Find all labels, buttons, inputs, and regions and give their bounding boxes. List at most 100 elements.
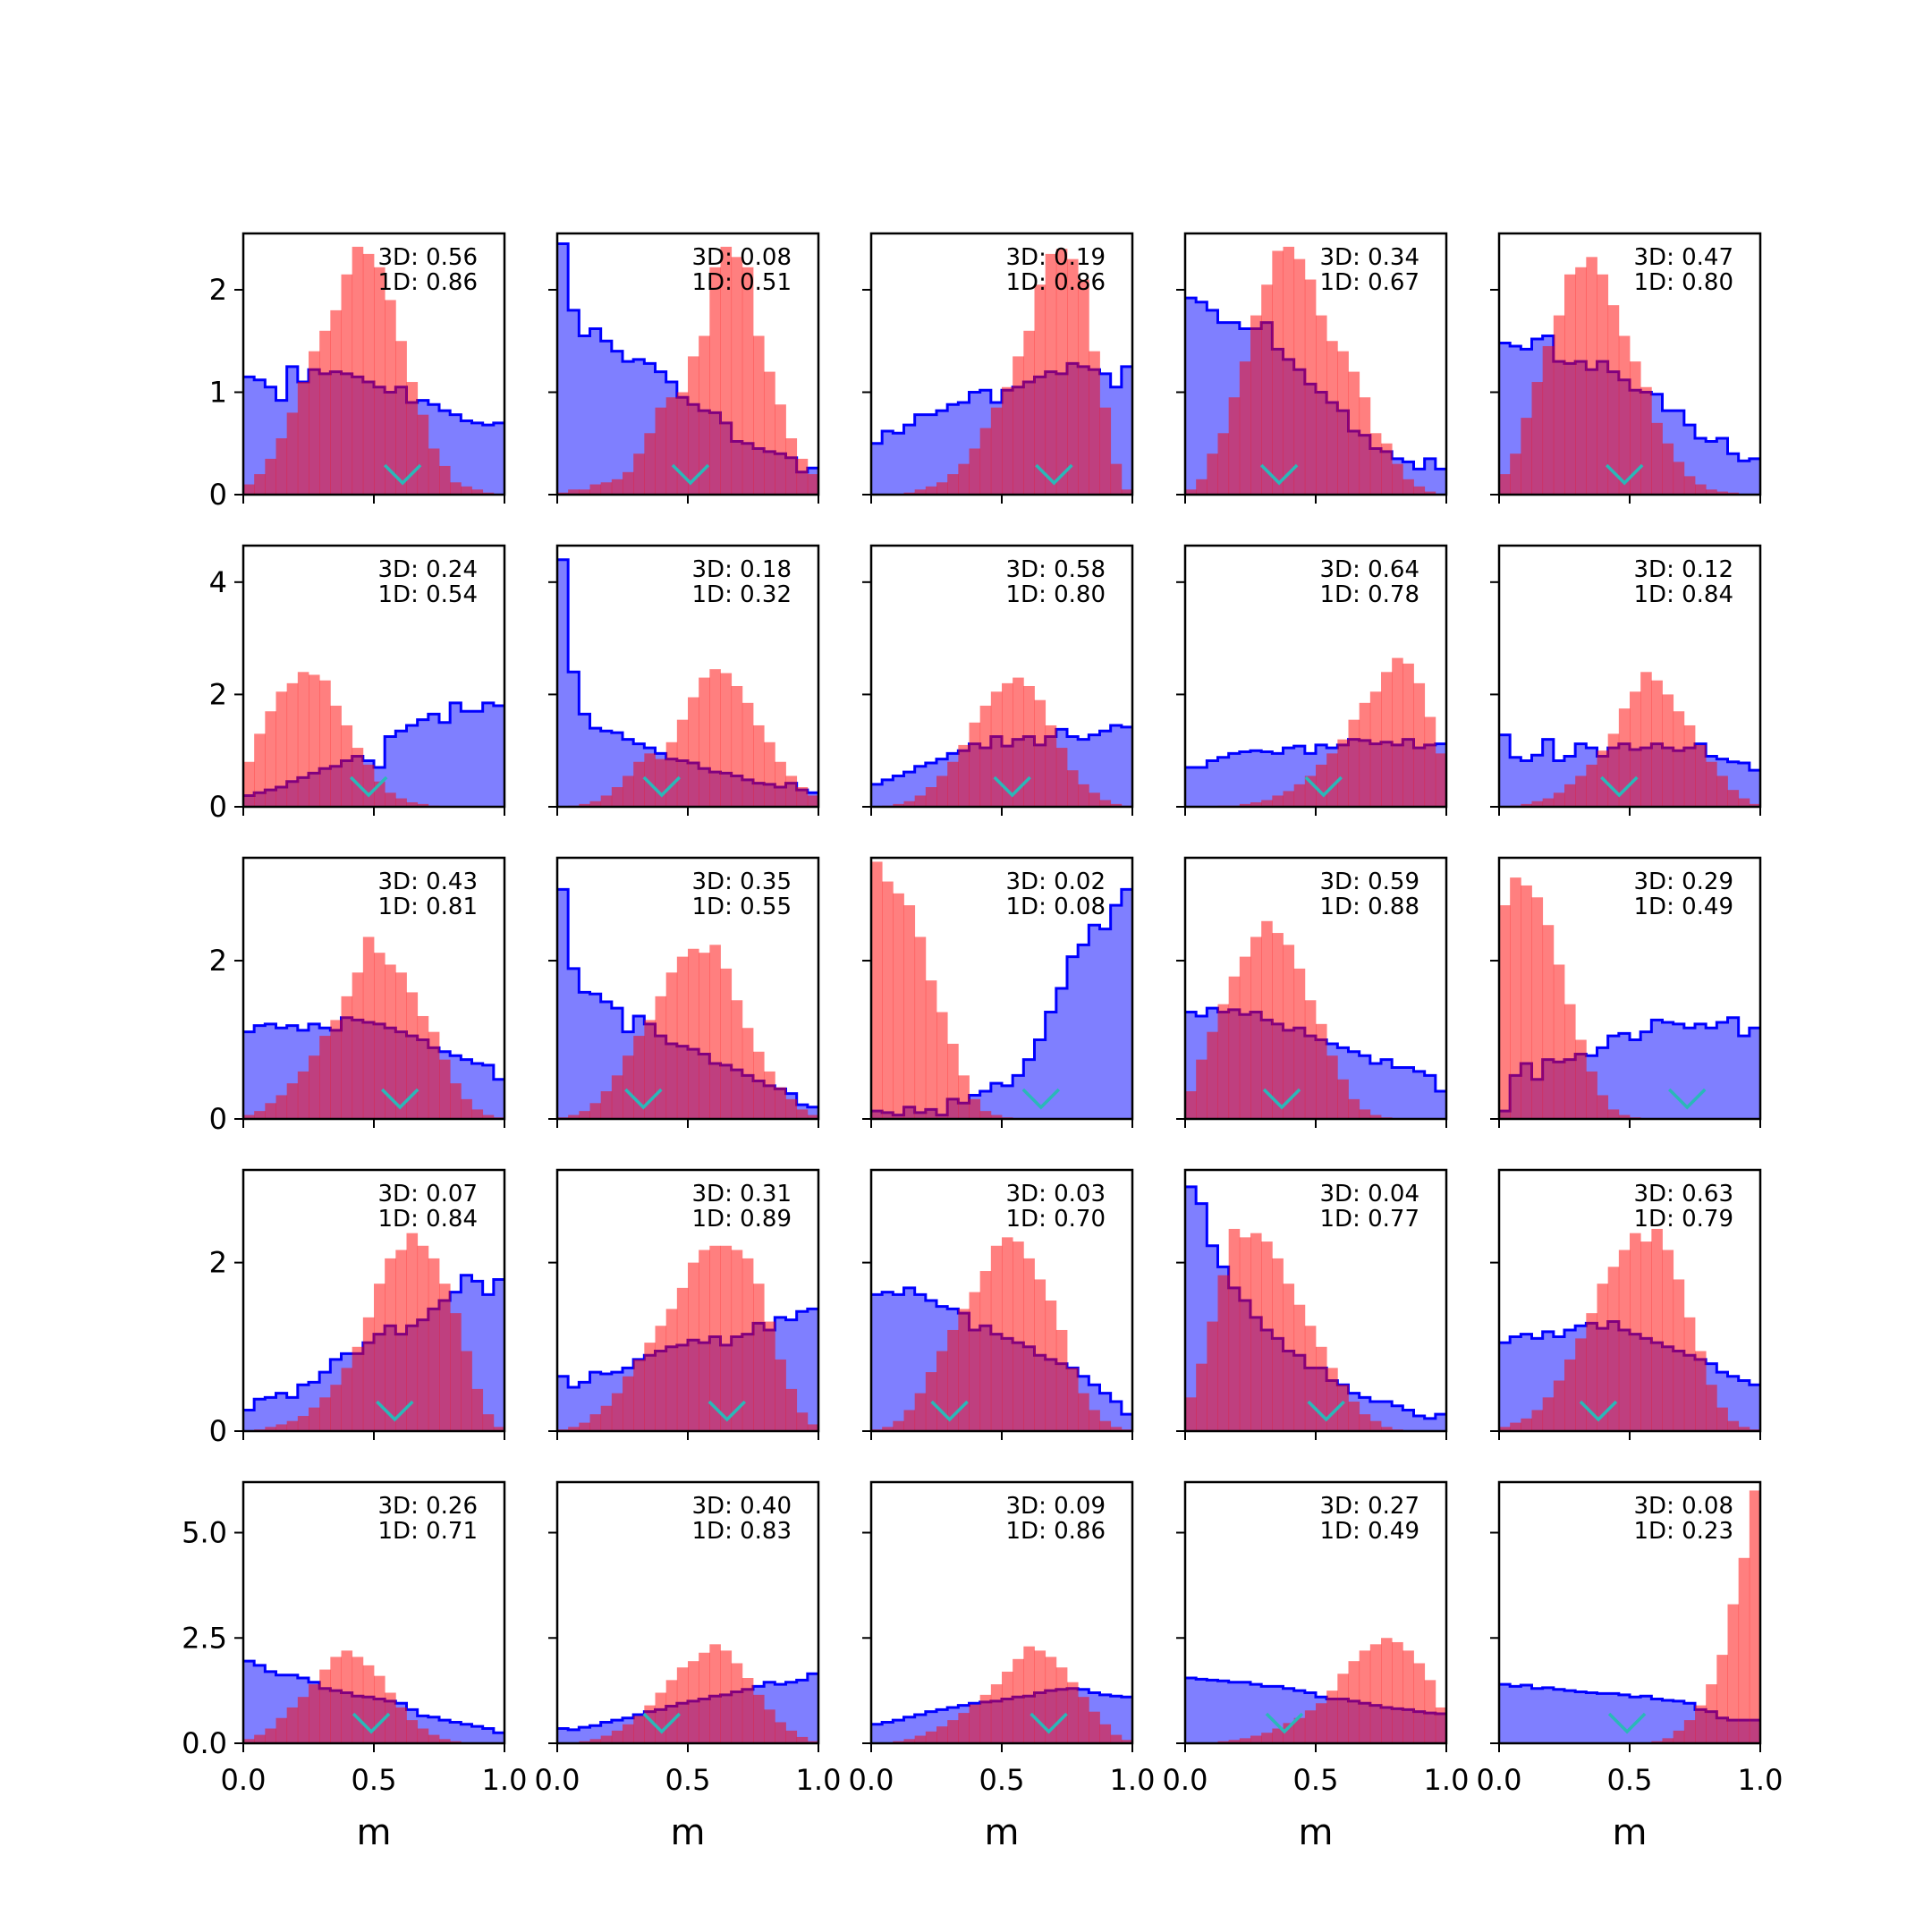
red-histogram-bar bbox=[644, 1020, 656, 1119]
red-histogram-bar bbox=[362, 936, 375, 1119]
red-histogram-bar bbox=[243, 1114, 255, 1119]
marker-caret bbox=[642, 1712, 682, 1734]
red-histogram-bar bbox=[1196, 1363, 1208, 1431]
red-histogram-bar bbox=[1618, 335, 1631, 495]
marker-caret bbox=[1265, 1712, 1304, 1734]
marker-caret bbox=[1600, 775, 1639, 798]
red-histogram-bar bbox=[330, 309, 342, 495]
red-histogram-bar bbox=[600, 795, 613, 807]
red-histogram-bar bbox=[720, 1245, 733, 1431]
red-histogram-bar bbox=[1337, 739, 1349, 807]
red-histogram-bar bbox=[925, 787, 937, 807]
red-histogram-bar bbox=[1002, 682, 1013, 807]
annotation-1d: 1D: 0.84 bbox=[378, 1206, 478, 1233]
marker-caret bbox=[376, 1400, 414, 1422]
x-axis-label: m bbox=[357, 1812, 392, 1853]
red-histogram-bar bbox=[807, 1114, 818, 1119]
red-histogram-bar bbox=[1250, 315, 1262, 495]
blue-histogram-fill bbox=[557, 243, 818, 495]
red-histogram-bar bbox=[1261, 284, 1273, 495]
red-histogram-bar bbox=[1716, 775, 1728, 807]
red-histogram-bar bbox=[352, 1657, 364, 1743]
red-histogram-bar bbox=[623, 471, 634, 495]
red-histogram-bar bbox=[741, 702, 754, 807]
x-tick-label: 0.0 bbox=[535, 1763, 580, 1797]
red-histogram-bar bbox=[1575, 775, 1587, 807]
red-histogram-bar bbox=[1034, 284, 1046, 495]
annotation-1d: 1D: 0.51 bbox=[692, 269, 792, 296]
red-histogram-bar bbox=[1067, 1368, 1079, 1431]
red-histogram-bar bbox=[1239, 956, 1251, 1119]
red-histogram-bar bbox=[362, 1317, 375, 1431]
red-histogram-bar bbox=[297, 1416, 309, 1431]
red-histogram-bar bbox=[1293, 784, 1306, 807]
red-histogram-bar bbox=[958, 1713, 970, 1743]
annotation-3d: 3D: 0.12 bbox=[1634, 556, 1733, 583]
marker-caret bbox=[383, 463, 422, 486]
red-histogram-bar bbox=[286, 682, 299, 807]
red-histogram-bar bbox=[1272, 795, 1284, 807]
red-histogram-bar bbox=[796, 1736, 809, 1743]
red-histogram-bar bbox=[623, 1055, 634, 1119]
red-histogram-bar bbox=[1618, 1114, 1631, 1119]
red-histogram-bar bbox=[1089, 792, 1100, 807]
red-histogram-bar bbox=[319, 1397, 331, 1431]
red-histogram-bar bbox=[655, 758, 667, 807]
red-histogram-bar bbox=[1738, 1427, 1750, 1431]
red-histogram-bar bbox=[450, 482, 462, 495]
red-histogram-bar bbox=[1185, 1091, 1197, 1119]
marker-caret bbox=[1307, 1400, 1345, 1422]
annotation-3d: 3D: 0.64 bbox=[1320, 556, 1419, 583]
red-histogram-bar bbox=[1607, 733, 1620, 807]
marker-caret bbox=[349, 775, 388, 798]
red-histogram-bar bbox=[1326, 341, 1338, 495]
x-axis-label: m bbox=[985, 1812, 1020, 1853]
red-histogram-bar bbox=[1055, 1667, 1068, 1743]
red-histogram-bar bbox=[1261, 800, 1273, 807]
red-histogram-bar bbox=[1521, 885, 1532, 1119]
x-axis-label: m bbox=[1299, 1812, 1334, 1853]
red-histogram-bar bbox=[753, 1284, 765, 1431]
red-histogram-bar bbox=[1110, 803, 1123, 807]
annotation-3d: 3D: 0.26 bbox=[378, 1493, 478, 1520]
x-tick-label: 0.0 bbox=[849, 1763, 894, 1797]
red-histogram-bar bbox=[1553, 315, 1565, 495]
marker-caret bbox=[642, 775, 682, 798]
red-histogram-bar bbox=[775, 404, 786, 495]
annotation-3d: 3D: 0.43 bbox=[378, 869, 478, 895]
marker-caret bbox=[1668, 1088, 1707, 1110]
red-histogram-bar bbox=[286, 1083, 299, 1119]
red-histogram-bar bbox=[699, 953, 710, 1119]
red-histogram-bar bbox=[439, 465, 451, 495]
red-histogram-bar bbox=[265, 711, 276, 807]
red-histogram-bar bbox=[417, 414, 429, 495]
red-histogram-bar bbox=[297, 1071, 309, 1119]
red-histogram-bar bbox=[958, 744, 970, 807]
annotation-1d: 1D: 0.08 bbox=[1006, 894, 1106, 920]
red-histogram-bar bbox=[579, 803, 590, 807]
annotation-3d: 3D: 0.59 bbox=[1320, 869, 1419, 895]
marker-caret bbox=[1304, 775, 1343, 798]
red-histogram-bar bbox=[1013, 1241, 1024, 1431]
red-histogram-bar bbox=[1586, 1313, 1597, 1431]
annotation-1d: 1D: 0.83 bbox=[692, 1518, 792, 1545]
red-histogram-bar bbox=[1738, 1557, 1750, 1743]
red-histogram-bar bbox=[1228, 1740, 1241, 1743]
red-histogram-bar bbox=[1023, 685, 1035, 807]
annotation-1d: 1D: 0.86 bbox=[378, 269, 478, 296]
red-histogram-bar bbox=[665, 1680, 678, 1743]
red-histogram-bar bbox=[1683, 1720, 1696, 1743]
red-histogram-bar bbox=[1359, 702, 1371, 807]
red-histogram-bar bbox=[1392, 463, 1403, 495]
red-histogram-bar bbox=[655, 407, 667, 495]
red-histogram-bar bbox=[1392, 657, 1403, 807]
red-histogram-bar bbox=[330, 1385, 342, 1431]
red-histogram-bar bbox=[589, 801, 602, 807]
marker-caret bbox=[671, 463, 710, 486]
red-histogram-bar bbox=[1673, 1730, 1685, 1743]
red-histogram-bar bbox=[374, 267, 386, 495]
red-histogram-bar bbox=[275, 691, 288, 807]
red-histogram-bar bbox=[807, 795, 818, 807]
